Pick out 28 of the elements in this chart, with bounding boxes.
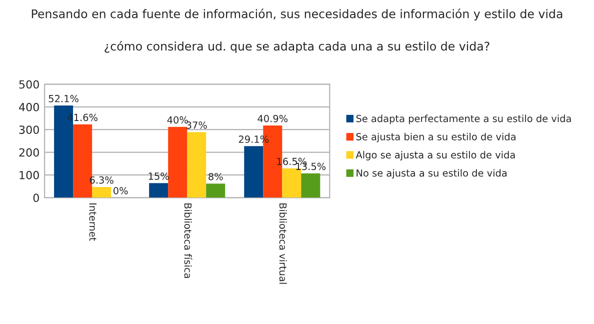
bar bbox=[244, 146, 264, 198]
y-tick-label: 200 bbox=[19, 148, 39, 157]
bar bbox=[301, 173, 320, 198]
bar bbox=[206, 184, 226, 198]
legend-label: No se ajusta a su estilo de vida bbox=[356, 169, 507, 179]
annotation: 52.1% bbox=[48, 94, 78, 102]
x-tick-label: Biblioteca física bbox=[184, 203, 192, 278]
bar bbox=[149, 183, 168, 198]
bar bbox=[168, 126, 188, 198]
x-tick-label: Biblioteca virtual bbox=[279, 203, 287, 284]
y-tick-label: 0 bbox=[33, 194, 39, 202]
chart-title: Pensando en cada fuente de información, sus necesidades de información y estilo de vida bbox=[32, 8, 562, 21]
annotation: 40% bbox=[167, 116, 188, 124]
x-tick-label: Internet bbox=[89, 203, 96, 241]
y-tick-label: 400 bbox=[19, 102, 39, 112]
bar bbox=[92, 186, 112, 198]
legend-label: Algo se ajusta a su estilo de vida bbox=[356, 150, 515, 160]
legend-label: Se ajusta bien a su estilo de vida bbox=[356, 132, 516, 142]
bar bbox=[187, 132, 206, 198]
y-tick-label: 500 bbox=[19, 80, 39, 89]
chart-subtitle: ¿cómo considera ud. que se adapta cada una a su estilo de vida? bbox=[104, 41, 490, 53]
annotation: 0% bbox=[114, 187, 128, 194]
y-tick-label: 100 bbox=[20, 170, 39, 180]
annotation: 37% bbox=[186, 121, 207, 129]
legend-label: Se adapta perfectamente a su estilo de vida bbox=[356, 114, 571, 124]
y-tick-label: 300 bbox=[19, 126, 39, 134]
annotation: 40.9% bbox=[258, 114, 288, 122]
annotation: 8% bbox=[208, 172, 223, 180]
